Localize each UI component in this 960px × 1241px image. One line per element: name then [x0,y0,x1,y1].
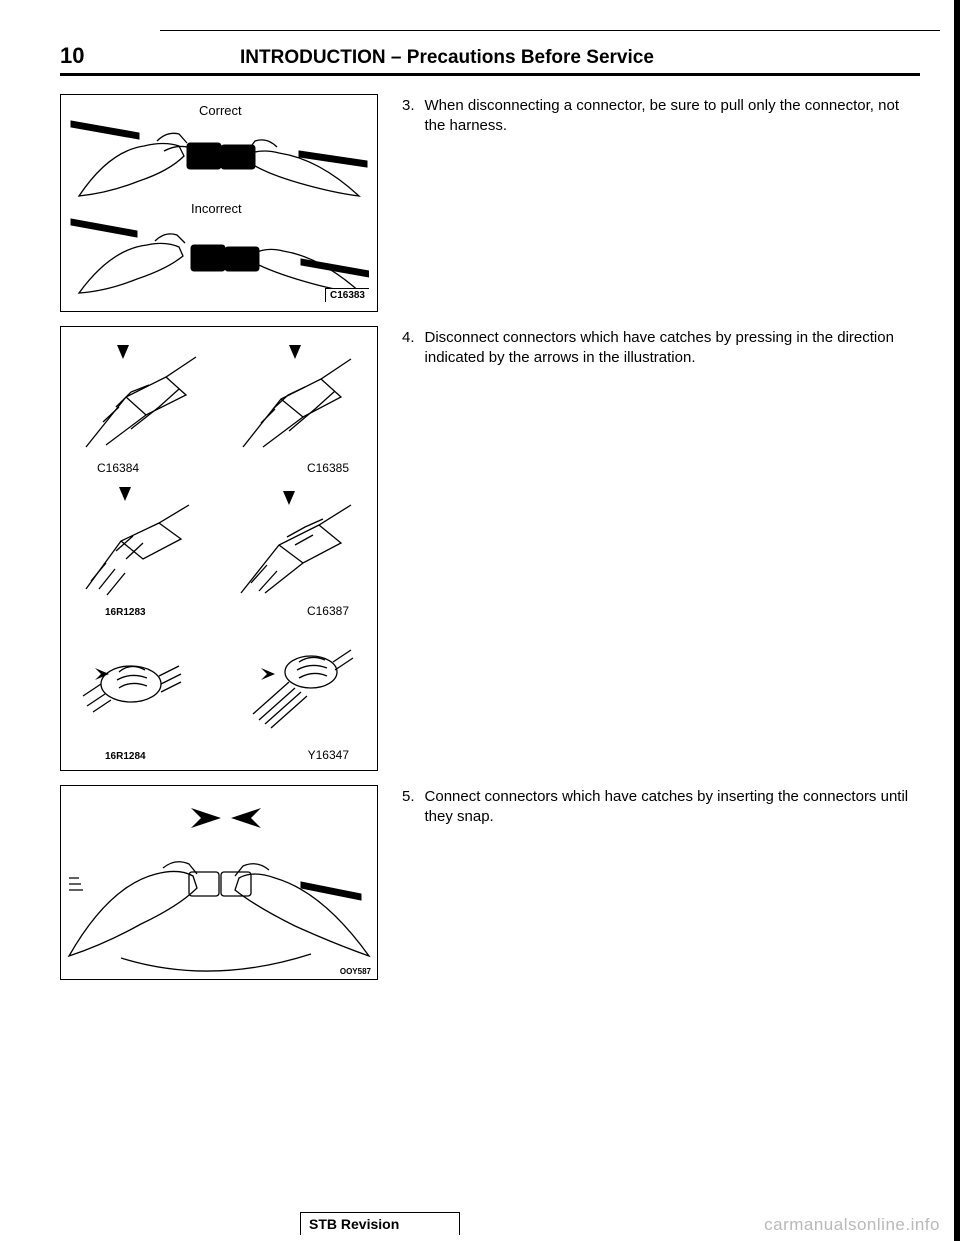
header-title: INTRODUCTION – Precautions Before Servic… [240,47,654,69]
connector-icon [71,481,211,609]
top-rule [160,30,940,31]
page-footer: STB Revision carmanualsonline.info [0,1212,960,1235]
figure-1-correct: Correct [69,101,369,201]
item-5-num: 5. [402,787,415,828]
fig2-code-6: Y16347 [308,748,349,762]
fig2-cell-4: C16387 [223,481,367,621]
row-1: Correct Incorrect [60,94,920,312]
page-header: 10 INTRODUCTION – Precautions Before Ser… [60,43,920,76]
fig2-code-1: C16384 [97,461,139,475]
fig2-cell-5: 16R1284 [71,624,215,764]
figure-3: OOY587 [60,785,378,980]
hands-correct-icon [69,101,369,201]
fig2-cell-6: Y16347 [223,624,367,764]
connector-icon [71,624,211,752]
item-4-num: 4. [402,328,415,369]
fig2-cell-1: C16384 [71,337,215,477]
item-3-text: When disconnecting a connector, be sure … [425,96,920,137]
figure-1-code: C16383 [325,288,369,302]
fig2-code-2: C16385 [307,461,349,475]
page-number: 10 [60,43,240,69]
item-5: 5. Connect connectors which have catches… [402,785,920,980]
connector-icon [71,337,211,465]
watermark: carmanualsonline.info [764,1215,940,1235]
figure-3-code: OOY587 [340,967,371,976]
row-2: C16384 C16385 [60,326,920,771]
connector-icon [223,337,363,465]
right-edge-shadow [954,0,960,1241]
hands-connect-icon [61,786,377,976]
stb-revision-box: STB Revision [300,1212,460,1235]
item-4-text: Disconnect connectors which have catches… [425,328,920,369]
figure-1: Correct Incorrect [60,94,378,312]
item-5-text: Connect connectors which have catches by… [425,787,920,828]
figure-2: C16384 C16385 [60,326,378,771]
fig2-code-5: 16R1284 [105,751,146,762]
item-4: 4. Disconnect connectors which have catc… [402,326,920,771]
fig2-cell-2: C16385 [223,337,367,477]
fig2-code-3: 16R1283 [105,607,146,618]
fig2-cell-3: 16R1283 [71,481,215,621]
row-3: OOY587 5. Connect connectors which have … [60,785,920,980]
connector-icon [223,624,363,752]
fig2-code-4: C16387 [307,604,349,618]
item-3: 3. When disconnecting a connector, be su… [402,94,920,312]
figure-1-incorrect: Incorrect C16383 [69,201,369,301]
item-3-num: 3. [402,96,415,137]
page: 10 INTRODUCTION – Precautions Before Ser… [0,0,960,1241]
connector-icon [223,481,363,609]
